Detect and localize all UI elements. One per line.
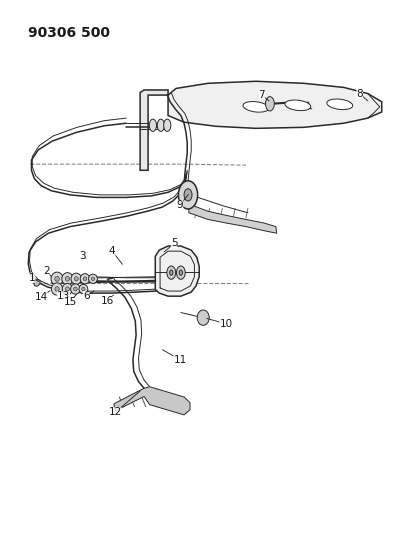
Text: 1: 1 [29,273,36,283]
Text: 8: 8 [357,88,363,99]
Ellipse shape [157,119,164,132]
Ellipse shape [149,119,156,132]
Ellipse shape [243,102,269,112]
Ellipse shape [265,96,274,111]
Text: 7: 7 [259,90,265,100]
Ellipse shape [74,287,77,291]
Ellipse shape [176,266,185,279]
Ellipse shape [82,287,85,291]
Ellipse shape [184,189,192,201]
Text: 4: 4 [109,246,116,256]
Text: 2: 2 [43,265,50,276]
Ellipse shape [62,273,73,285]
Ellipse shape [92,277,95,280]
Ellipse shape [62,284,73,295]
Circle shape [197,310,209,325]
Text: 90306 500: 90306 500 [28,26,110,40]
Ellipse shape [167,266,176,279]
Polygon shape [155,246,199,296]
Text: 6: 6 [83,291,89,301]
Text: 14: 14 [35,292,48,302]
Ellipse shape [163,119,171,132]
Text: 3: 3 [79,251,86,261]
Ellipse shape [65,277,69,281]
Ellipse shape [55,276,59,281]
Ellipse shape [52,283,63,295]
Text: 12: 12 [109,407,122,417]
Polygon shape [114,387,190,415]
Ellipse shape [71,284,80,294]
Ellipse shape [79,285,88,294]
Ellipse shape [285,100,311,111]
Ellipse shape [327,99,353,110]
Ellipse shape [74,277,78,281]
Text: 5: 5 [171,238,177,248]
Ellipse shape [51,272,63,286]
Polygon shape [140,90,168,171]
Text: 13: 13 [57,291,70,301]
Ellipse shape [178,181,198,209]
Polygon shape [189,204,277,233]
Text: 16: 16 [101,296,114,306]
Text: 15: 15 [64,297,77,308]
Text: 10: 10 [219,319,233,329]
Ellipse shape [83,277,87,281]
Ellipse shape [71,273,82,285]
Ellipse shape [65,287,69,291]
Polygon shape [168,81,382,128]
Ellipse shape [179,270,183,275]
Ellipse shape [34,279,40,286]
Ellipse shape [89,274,97,284]
Ellipse shape [80,273,90,284]
Text: 9: 9 [177,200,183,210]
Ellipse shape [55,287,59,292]
Ellipse shape [170,270,173,275]
Text: 11: 11 [173,354,187,365]
